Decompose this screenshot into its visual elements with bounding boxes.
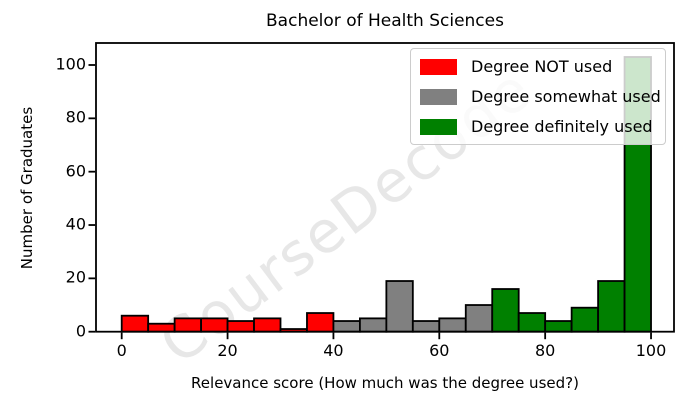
x-axis-label: Relevance score (How much was the degree… (191, 374, 579, 392)
histogram-bar (570, 306, 599, 333)
legend-swatch-gray (420, 88, 457, 105)
histogram-bar (438, 317, 467, 333)
x-tick-label: 20 (217, 341, 238, 360)
y-tick-label: 100 (55, 54, 86, 74)
histogram-bar (200, 317, 229, 333)
x-tick-label: 100 (635, 341, 667, 360)
legend-swatch-green (420, 118, 457, 135)
x-tick-label: 40 (323, 341, 344, 360)
x-tick-label: 60 (429, 341, 450, 360)
histogram-bar (517, 312, 547, 333)
histogram-bar (173, 317, 202, 333)
histogram-bar (332, 320, 361, 333)
histogram-bar (147, 322, 176, 333)
histogram-bar (358, 317, 388, 333)
histogram-bar (226, 320, 255, 333)
legend-swatch-red (420, 58, 457, 75)
y-tick-label: 0 (75, 321, 86, 341)
y-tick-label: 20 (65, 267, 86, 287)
legend-row-not-used: Degree NOT used (411, 54, 665, 79)
histogram-bar (120, 314, 150, 333)
x-tick-label: 0 (116, 341, 127, 360)
histogram-bar (544, 320, 573, 333)
y-tick-label: 60 (65, 161, 86, 181)
histogram-bar (597, 280, 626, 333)
histogram-bar (411, 320, 441, 333)
y-tick-label: 80 (65, 107, 86, 127)
legend: Degree NOT used Degree somewhat used Deg… (410, 48, 666, 145)
histogram-bar (464, 304, 494, 333)
histogram-bar (385, 280, 414, 333)
legend-row-somewhat-used: Degree somewhat used (411, 84, 665, 109)
legend-row-definitely-used: Degree definitely used (411, 114, 665, 139)
legend-label: Degree NOT used (471, 57, 613, 76)
y-axis-label: Number of Graduates (18, 106, 36, 270)
legend-label: Degree somewhat used (471, 87, 661, 106)
chart-title: Bachelor of Health Sciences (266, 11, 504, 31)
histogram-bar (491, 288, 520, 333)
axes-frame (95, 42, 675, 333)
y-tick-label: 40 (65, 214, 86, 234)
x-tick-label: 80 (534, 341, 556, 360)
legend-label: Degree definitely used (471, 117, 653, 136)
histogram-bar (253, 317, 282, 333)
histogram-bar (306, 312, 335, 333)
